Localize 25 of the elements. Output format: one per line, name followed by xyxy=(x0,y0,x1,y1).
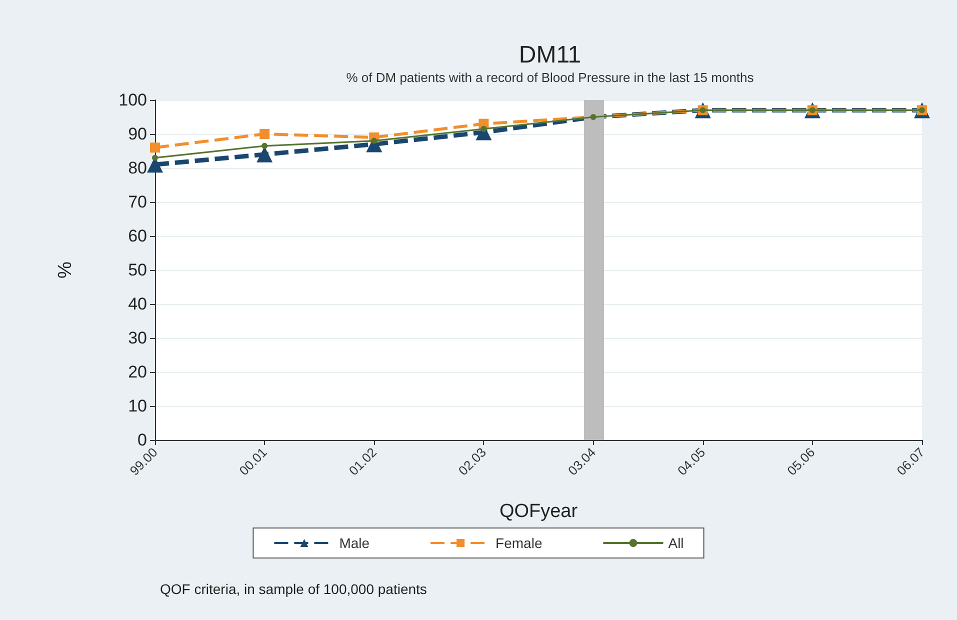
y-tick-label: 60 xyxy=(128,226,147,246)
y-tick-label: 30 xyxy=(128,328,147,348)
text: QOF criteria, in sample of 100,000 patients xyxy=(160,581,427,597)
point xyxy=(150,142,160,153)
point xyxy=(152,154,158,161)
y-axis-title: % xyxy=(55,261,76,278)
y-tick-label: 10 xyxy=(128,396,147,416)
y-tick-label: 90 xyxy=(128,124,147,144)
chart-title: DM11 xyxy=(518,42,582,68)
chart-subtitle: % of DM patients with a record of Blood Pressure in the last 15 months xyxy=(346,70,754,85)
point xyxy=(371,138,378,144)
y-tick-label: 0 xyxy=(138,430,147,450)
y-tick-label: 20 xyxy=(128,362,147,382)
y-tick-label: 100 xyxy=(118,90,147,110)
point xyxy=(480,126,487,132)
y-tick-label: 70 xyxy=(128,192,147,212)
point xyxy=(262,142,268,149)
y-tick-label: 40 xyxy=(128,294,147,314)
point xyxy=(260,129,270,139)
y-tick-label: 50 xyxy=(128,260,147,280)
y-tick-label: 80 xyxy=(128,158,147,178)
x-axis-title: QOFyear xyxy=(499,501,578,522)
legend-label: Male xyxy=(339,535,370,551)
legend-label: All xyxy=(668,535,684,551)
legend-label: Female xyxy=(496,535,542,551)
